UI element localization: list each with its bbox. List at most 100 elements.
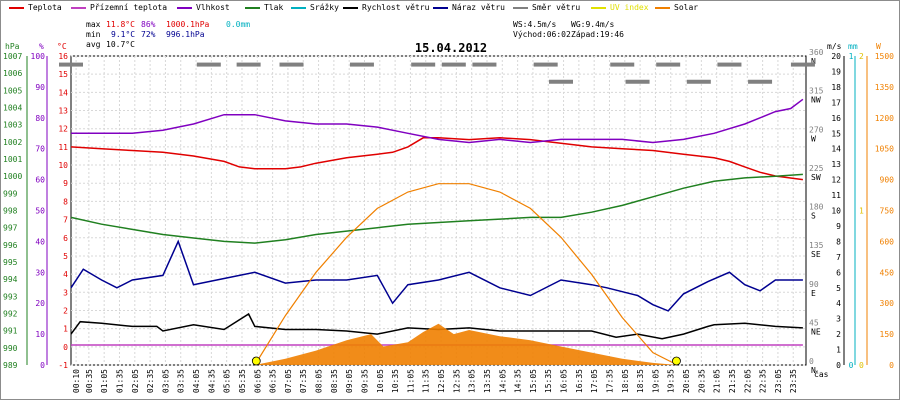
pressure-tick-label: 994 — [3, 275, 18, 284]
sunrise-marker — [251, 356, 261, 366]
x-tick-label: 12:35 — [452, 369, 461, 393]
chart-title: 15.04.2012 — [415, 41, 487, 55]
stat-min-temp: 9.1°C — [111, 30, 136, 39]
wind-dir-tick-label: 0 — [809, 357, 814, 366]
x-tick-label: 13:35 — [483, 369, 492, 393]
solar-tick-label: 0 — [889, 361, 894, 370]
series-line-teplota — [70, 137, 803, 181]
pressure-tick-label: 993 — [3, 292, 18, 301]
temperature-tick-label: 0 — [63, 343, 68, 352]
wind-dir-compass-label: N — [811, 57, 816, 66]
wind-direction-mark — [686, 79, 711, 84]
x-tick-label: 18:35 — [636, 369, 645, 393]
wind-speed-tick-label: 15 — [831, 129, 841, 138]
humidity-tick-label: 80 — [35, 114, 45, 123]
humidity-axis-title: % — [39, 42, 44, 51]
x-tick-label: 05:35 — [238, 369, 247, 393]
solar-tick-label: 1200 — [875, 114, 894, 123]
x-tick-label: 10:35 — [391, 369, 400, 393]
wind-dir-compass-label: NE — [811, 327, 821, 336]
humidity-tick-label: 100 — [31, 52, 46, 61]
x-tick-label: 11:35 — [422, 369, 431, 393]
wind-speed-tick-label: 16 — [831, 114, 841, 123]
wind-dir-tick-label: 135 — [809, 241, 824, 250]
wind-dir-tick-label: 180 — [809, 203, 824, 212]
pressure-tick-label: 1003 — [3, 121, 22, 130]
x-tick-label: 03:35 — [177, 369, 186, 393]
x-tick-label: 13:05 — [468, 369, 477, 393]
wind-speed-tick-label: 14 — [831, 145, 841, 154]
wind-speed-tick-label: 6 — [836, 268, 841, 277]
plot-area — [70, 55, 807, 366]
pressure-tick-label: 1004 — [3, 104, 22, 113]
temperature-tick-label: 12 — [58, 125, 68, 134]
solar-tick-label: 300 — [880, 299, 895, 308]
wind-dir-compass-label: N — [811, 366, 816, 375]
x-tick-label: 05:05 — [223, 369, 232, 393]
wind-speed-tick-label: 13 — [831, 160, 841, 169]
stat-max-rain: 0.0mm — [226, 20, 251, 29]
humidity-tick-label: 10 — [35, 330, 45, 339]
x-tick-label: 11:05 — [406, 369, 415, 393]
pressure-axis-title: hPa — [5, 42, 20, 51]
stat-min-pressure: 996.1hPa — [166, 30, 205, 39]
pressure-tick-label: 995 — [3, 258, 18, 267]
wind-speed-tick-label: 12 — [831, 176, 841, 185]
legend-item-uv-index: UV index — [591, 3, 649, 12]
wind-direction-mark — [411, 62, 436, 67]
temperature-tick-label: 2 — [63, 306, 68, 315]
humidity-tick-label: 50 — [35, 207, 45, 216]
stat-sunset: Západ:19:46 — [571, 30, 624, 39]
wind-direction-mark — [790, 62, 815, 67]
wind-speed-tick-label: 18 — [831, 83, 841, 92]
x-tick-label: 01:05 — [100, 369, 109, 393]
legend-item-humidity: Vlhkost — [177, 3, 230, 12]
solar-measured-area — [254, 323, 678, 365]
x-tick-label: 20:35 — [697, 369, 706, 393]
x-tick-label: 01:35 — [115, 369, 124, 393]
chart-legend: Teplota Přízemní teplota Vlhkost Tlak Sr… — [1, 1, 899, 17]
temperature-tick-label: 8 — [63, 197, 68, 206]
temperature-tick-label: 10 — [58, 161, 68, 170]
wind-speed-tick-label: 3 — [836, 315, 841, 324]
stat-sunrise: Východ:06:02 — [513, 30, 571, 39]
x-tick-label: 02:35 — [146, 369, 155, 393]
wind-dir-tick-label: 90 — [809, 280, 819, 289]
temperature-tick-label: 11 — [58, 143, 68, 152]
wind-speed-axis-title: m/s — [827, 42, 842, 51]
wind-speed-tick-label: 7 — [836, 253, 841, 262]
wind-direction-mark — [549, 79, 573, 84]
wind-dir-tick-label: 225 — [809, 164, 824, 173]
temperature-axis-title: °C — [57, 42, 67, 51]
x-tick-label: 06:05 — [253, 369, 262, 393]
humidity-tick-label: 30 — [35, 268, 45, 277]
pressure-tick-label: 991 — [3, 327, 18, 336]
solar-tick-label: 450 — [880, 268, 895, 277]
x-tick-label: 10:05 — [376, 369, 385, 393]
x-tick-label: 19:05 — [651, 369, 660, 393]
x-tick-label: 18:05 — [621, 369, 630, 393]
legend-item-rain: Srážky — [291, 3, 339, 12]
x-tick-label: 03:05 — [161, 369, 170, 393]
sunset-marker — [672, 356, 681, 366]
x-tick-label: 02:05 — [131, 369, 140, 393]
wind-speed-tick-label: 20 — [831, 52, 841, 61]
wind-dir-compass-label: W — [811, 134, 816, 143]
rain-axis-title: mm — [848, 42, 858, 51]
x-tick-label: 22:35 — [759, 369, 768, 393]
series-line-solar — [254, 183, 678, 366]
stat-min-humidity: 72% — [141, 30, 156, 39]
wind-speed-tick-label: 19 — [831, 67, 841, 76]
x-tick-label: 19:35 — [667, 369, 676, 393]
stat-avg-temp: 10.7°C — [106, 40, 135, 49]
rain-tick-label: 0 — [849, 361, 854, 370]
temperature-tick-label: 5 — [63, 252, 68, 261]
wind-dir-compass-label: SW — [811, 173, 821, 182]
solar-tick-label: 1050 — [875, 145, 894, 154]
temperature-tick-label: 9 — [63, 179, 68, 188]
temperature-tick-label: 6 — [63, 234, 68, 243]
wind-speed-tick-label: 9 — [836, 222, 841, 231]
x-tick-label: 07:05 — [284, 369, 293, 393]
wind-dir-compass-label: E — [811, 289, 816, 298]
